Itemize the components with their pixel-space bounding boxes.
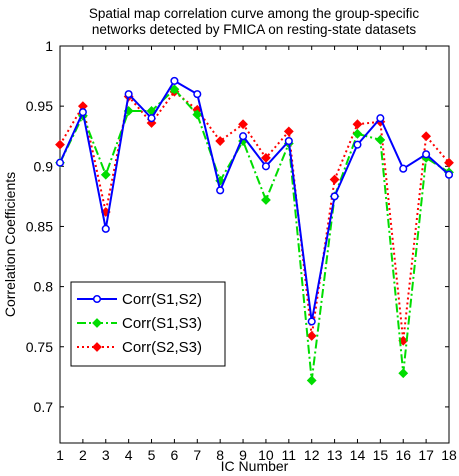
y-tick-label: 1 [45, 38, 53, 54]
data-point [101, 224, 110, 233]
legend-label: Corr(S1,S3) [122, 315, 202, 332]
x-tick-label: 11 [282, 447, 297, 463]
x-tick-label: 14 [350, 447, 366, 463]
data-point [375, 134, 386, 145]
data-point [306, 331, 317, 341]
data-point [284, 136, 293, 146]
data-point [238, 119, 248, 130]
x-tick-label: 9 [239, 447, 247, 463]
data-point [147, 114, 156, 123]
x-tick-label: 4 [125, 447, 133, 463]
data-point [444, 157, 454, 168]
x-tick-label: 10 [258, 447, 274, 463]
legend-label: Corr(S1,S2) [122, 291, 202, 308]
y-tick-label: 0.8 [34, 279, 54, 295]
x-tick-label: 1 [56, 447, 64, 463]
x-tick-label: 13 [327, 447, 343, 463]
x-tick-label: 2 [79, 447, 87, 463]
data-point [192, 109, 203, 120]
data-point [352, 119, 363, 130]
data-point [330, 192, 339, 201]
x-tick-label: 8 [216, 447, 224, 463]
data-point [329, 174, 340, 185]
y-tick-label: 0.75 [26, 339, 53, 355]
chart-title: Spatial map correlation curve among the … [89, 6, 419, 37]
x-tick-label: 17 [418, 447, 434, 463]
data-point [216, 186, 225, 195]
data-point [398, 368, 409, 379]
data-point [261, 152, 271, 163]
data-point [261, 162, 270, 171]
data-point [353, 140, 362, 149]
series-0 [55, 76, 454, 326]
x-tick-label: 6 [171, 447, 179, 463]
legend: Corr(S1,S2) Corr(S1,S3) Corr(S2,S3) [70, 281, 226, 367]
x-tick-label: 15 [373, 447, 389, 463]
data-point [307, 317, 316, 326]
y-tick-label: 0.85 [26, 218, 53, 234]
data-point [422, 150, 431, 159]
data-point [239, 132, 248, 141]
x-axis-ticks: 1 2 3 4 5 6 7 8 9 10 11 12 13 14 15 16 17 18 [56, 46, 457, 463]
y-tick-label: 0.95 [26, 98, 53, 114]
data-point [170, 76, 179, 85]
legend-marker [92, 294, 102, 304]
y-tick-label: 0.9 [34, 158, 54, 174]
x-tick-label: 12 [304, 447, 320, 463]
x-tick-label: 3 [102, 447, 110, 463]
series-line [59, 79, 450, 322]
data-point [124, 90, 133, 99]
data-point [376, 114, 385, 123]
data-point [55, 158, 65, 167]
data-point [352, 128, 363, 139]
data-point [78, 108, 87, 117]
data-point [55, 139, 65, 150]
data-point [193, 90, 202, 99]
data-point [100, 169, 111, 180]
data-point [169, 84, 180, 95]
legend-label: Corr(S2,S3) [122, 339, 202, 356]
data-point [444, 170, 454, 179]
y-axis-label: Correlation Coefficients [2, 172, 18, 317]
legend-marker [92, 342, 102, 352]
x-axis-label: IC Number [221, 458, 289, 474]
data-point [283, 126, 294, 137]
x-tick-label: 18 [441, 447, 457, 463]
x-tick-label: 7 [193, 447, 201, 463]
chart-title-line: networks detected by FMICA on resting-st… [92, 22, 416, 37]
x-tick-label: 16 [395, 447, 411, 463]
x-tick-label: 5 [148, 447, 156, 463]
data-point [421, 131, 432, 142]
y-tick-label: 0.7 [34, 399, 54, 415]
data-point [215, 136, 226, 146]
data-point [261, 195, 271, 205]
y-axis-ticks: 0.7 0.75 0.8 0.85 0.9 0.95 1 [26, 38, 449, 415]
data-point [306, 375, 317, 386]
data-point [399, 164, 408, 173]
series-layer [55, 76, 454, 386]
legend-marker [92, 318, 102, 328]
chart-title-line: Spatial map correlation curve among the … [89, 6, 419, 21]
